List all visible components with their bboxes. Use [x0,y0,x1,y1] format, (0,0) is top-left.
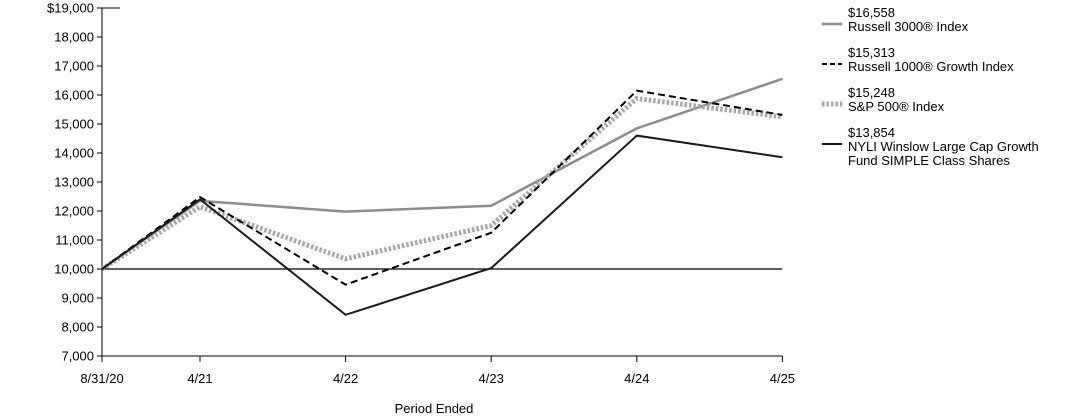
series-lines [100,77,783,316]
x-tick-label: 4/21 [187,371,212,386]
legend-value-nyli-fund: $13,854 [848,125,895,140]
y-tick-label: 9,000 [61,291,94,306]
y-tick-label: 10,000 [54,262,94,277]
legend-value-russell-1000-growth: $15,313 [848,45,895,60]
series-line-sp-500 [100,95,783,272]
legend-swatch-sp-500 [822,101,842,107]
series-line-nyli-fund [101,134,783,316]
series-line-russell-1000-growth [101,89,783,286]
x-tick-label: 8/31/20 [80,371,123,386]
chart-axes: 7,000 8,000 9,000 10,000 11,000 12,000 13,000 1… [47,1,795,387]
y-tick-label: 7,000 [61,349,94,364]
y-tick-label: 17,000 [54,59,94,74]
x-tick-label: 4/22 [333,371,358,386]
legend-swatch-russell-1000-growth [822,63,842,65]
legend-label-russell-1000-growth: Russell 1000® Growth Index [848,59,1014,74]
x-axis-label: Period Ended [395,401,474,416]
x-tick-label: 4/25 [770,371,795,386]
y-tick-label: 16,000 [54,88,94,103]
legend-swatch-russell-3000 [822,22,842,26]
x-tick-label: 4/24 [624,371,649,386]
y-tick-label: 13,000 [54,175,94,190]
y-tick-label: 15,000 [54,117,94,132]
y-tick-label: 18,000 [54,30,94,45]
legend-swatch-nyli-fund [822,143,842,145]
legend-label-nyli-fund: NYLI Winslow Large Cap Growth Fund SIMPL… [848,139,1039,168]
x-tick-label: 4/23 [479,371,504,386]
y-tick-label: $19,000 [47,1,94,16]
legend-value-sp-500: $15,248 [848,85,895,100]
legend-value-russell-3000: $16,558 [848,5,895,20]
y-tick-label: 14,000 [54,146,94,161]
series-line-russell-3000 [101,77,783,271]
y-tick-label: 8,000 [61,320,94,335]
legend-label-russell-3000: Russell 3000® Index [848,19,969,34]
legend-label-sp-500: S&P 500® Index [848,99,945,114]
y-tick-label: 11,000 [55,233,94,248]
y-tick-label: 12,000 [54,204,94,219]
